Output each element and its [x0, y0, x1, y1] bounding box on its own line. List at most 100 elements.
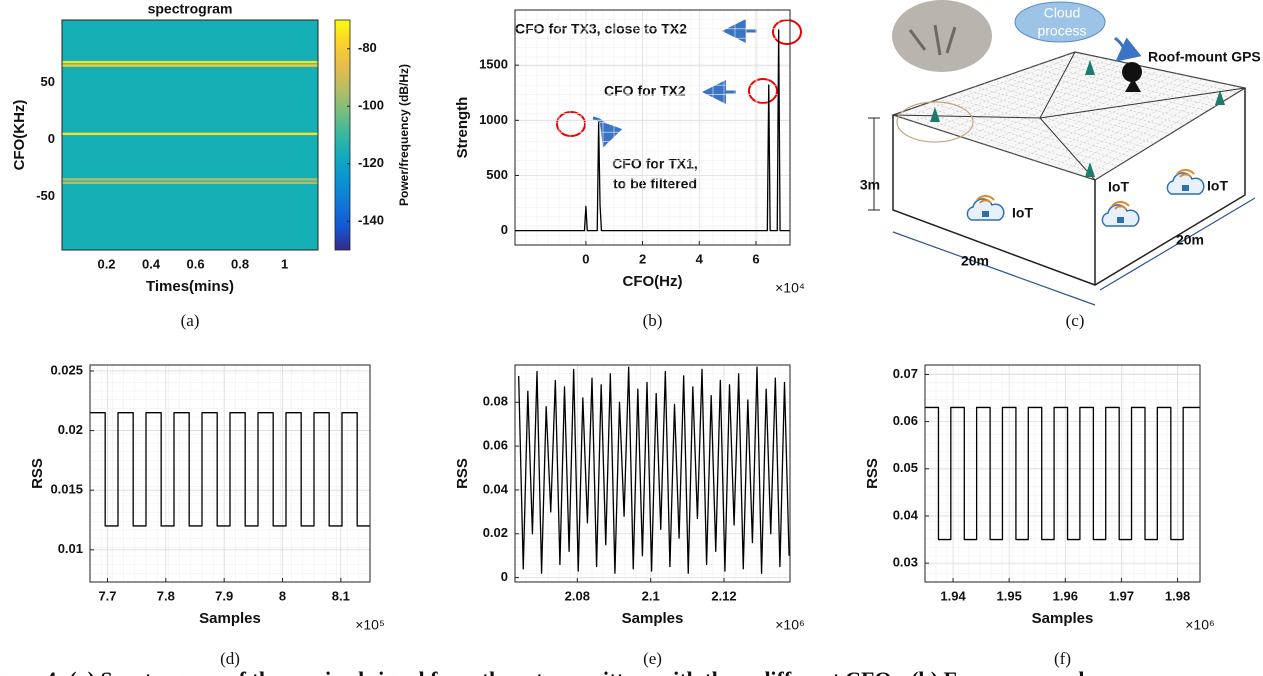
y-tick-label: 0 [48, 131, 55, 146]
x-multiplier: ×10⁶ [1185, 617, 1215, 633]
x-tick-label: 0.2 [97, 256, 115, 271]
y-tick-label: 0.02 [58, 422, 83, 437]
roof-links [892, 51, 1246, 181]
x-tick-label: 7.7 [98, 588, 116, 603]
x-multiplier: ×10⁴ [775, 280, 805, 296]
x-tick-label: 8 [279, 588, 286, 603]
y-tick-label: -50 [36, 188, 55, 203]
annotation: to be filtered [613, 176, 697, 192]
x-tick-label: 1.94 [940, 588, 966, 603]
plot-frame [514, 9, 791, 246]
iot-label: IoT [1108, 179, 1129, 195]
x-tick-label: 1.97 [1109, 588, 1134, 603]
chart-title: spectrogram [148, 1, 233, 17]
x-axis-label: Times(mins) [146, 278, 234, 295]
x-tick-label: 2 [639, 251, 646, 266]
heatmap-line [62, 178, 318, 181]
x-multiplier: ×10⁶ [775, 617, 805, 633]
y-tick-label: 1000 [479, 112, 508, 127]
y-axis-label: RSS [864, 458, 881, 489]
x-tick-label: 4 [696, 251, 704, 266]
y-tick-label: 0.04 [893, 507, 919, 522]
highlight-circle [772, 19, 802, 45]
room-edges [892, 88, 1246, 286]
caption: (a) [181, 311, 200, 330]
x-tick-label: 1.96 [1053, 588, 1078, 603]
cloud-label: process [1037, 23, 1086, 39]
diagram: Cloud process Roof-mount GPS 3m 20m 20m … [860, 0, 1261, 330]
x-tick-label: 2.1 [642, 588, 660, 603]
roof-grid-line [1029, 67, 1208, 112]
iot-icon [1101, 200, 1140, 227]
x-axis-label: CFO(Hz) [623, 273, 683, 290]
colorbar-tick-label: -120 [358, 155, 384, 170]
colorbar [334, 19, 351, 251]
x-tick-label: 7.9 [215, 588, 233, 603]
y-tick-label: 0 [501, 569, 508, 584]
y-tick-label: 0.025 [50, 362, 83, 377]
y-tick-label: 0.04 [483, 481, 509, 496]
colorbar-tick-label: -100 [358, 98, 384, 113]
y-tick-label: 0.02 [483, 525, 508, 540]
roof-grid-line [1074, 84, 1229, 174]
x-tick-label: 1.95 [997, 588, 1022, 603]
x-tick-label: 0.8 [231, 256, 249, 271]
antenna-highlight [896, 101, 974, 143]
photo [892, 0, 992, 72]
heatmap-line [62, 181, 318, 185]
roof-grid-line [1084, 85, 1237, 177]
x-tick-label: 1.98 [1165, 588, 1190, 603]
y-tick-label: 0.06 [893, 413, 918, 428]
roof-grid-line [983, 83, 1171, 135]
iot-label: IoT [1207, 178, 1228, 194]
plot-frame [61, 19, 319, 251]
width-dim [892, 197, 1256, 306]
gps-label: Roof-mount GPS [1148, 49, 1261, 65]
gps-dish [1122, 62, 1142, 82]
cloud [1014, 1, 1106, 43]
roof-grid-line [1064, 82, 1220, 171]
y-tick-label: 0.01 [58, 541, 83, 556]
caption: (d) [220, 649, 240, 668]
roof-grid-line [983, 67, 1152, 145]
y-tick-label: 0.06 [483, 438, 508, 453]
plot-frame [89, 364, 371, 583]
heatmap-line [62, 60, 318, 64]
x-axis-label: Samples [199, 610, 261, 627]
y-axis-label: RSS [29, 458, 46, 489]
y-axis-label: Strength [454, 97, 471, 159]
plot-frame [924, 364, 1201, 583]
data-line [518, 366, 790, 574]
roof-grid-line [1056, 58, 1231, 98]
roof-grid-line [911, 108, 1111, 172]
figure-caption: Figure 4: (a) Spectrogram of the receive… [0, 667, 1084, 676]
roof-grid-line [1002, 76, 1186, 126]
arrow [1114, 36, 1142, 62]
height-label: 3m [860, 177, 880, 193]
depth-label: 20m [1176, 232, 1204, 248]
width-label: 20m [961, 253, 989, 269]
caption: (b) [643, 311, 663, 330]
roof-grid-line [923, 57, 1101, 125]
roof-grid-line [1020, 70, 1201, 116]
highlight-circle [748, 78, 778, 104]
heatmap-line [62, 132, 318, 136]
plot-frame [514, 364, 791, 583]
caption: (f) [1054, 649, 1071, 668]
y-tick-label: 0 [501, 222, 508, 237]
y-tick-label: 0.08 [483, 394, 508, 409]
annotation: CFO for TX1, [612, 156, 698, 172]
gps-base [1125, 78, 1141, 92]
x-axis-label: Samples [622, 610, 684, 627]
x-tick-label: 2.08 [565, 588, 590, 603]
x-multiplier: ×10⁵ [355, 617, 385, 633]
highlight-circle [556, 111, 586, 137]
y-tick-label: 0.015 [50, 482, 83, 497]
y-tick-label: 1500 [479, 57, 508, 72]
roof-grid-line [965, 89, 1156, 144]
x-tick-label: 6 [752, 251, 759, 266]
x-tick-label: 8.1 [332, 588, 350, 603]
arrow [592, 116, 623, 148]
x-axis-label: Samples [1032, 610, 1094, 627]
height-dim [868, 117, 880, 211]
